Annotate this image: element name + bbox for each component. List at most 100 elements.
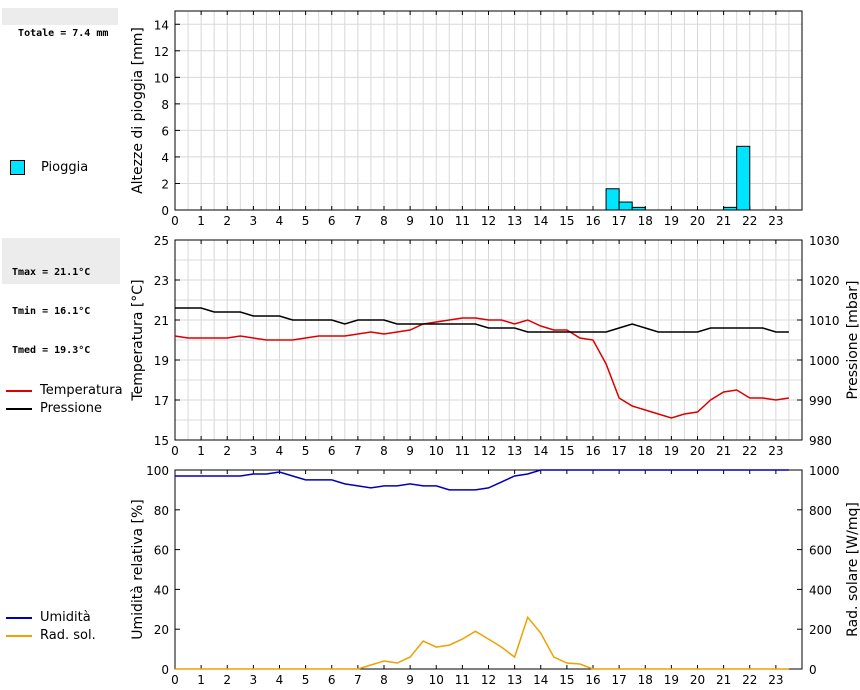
x-tick-label: 9 [406, 444, 414, 458]
x-tick-label: 23 [768, 214, 783, 228]
x-tick-label: 15 [559, 214, 574, 228]
y-tick-label: 40 [154, 583, 169, 597]
x-tick-label: 3 [250, 444, 258, 458]
legend-label-rain: Pioggia [41, 160, 89, 175]
rain-swatch [10, 160, 25, 175]
rain-bar [736, 145, 751, 211]
x-tick-label: 12 [481, 214, 496, 228]
y-tick-label: 8 [161, 98, 169, 112]
x-tick-label: 17 [611, 444, 626, 458]
x-tick-label: 2 [223, 444, 231, 458]
y-tick-label: 14 [154, 18, 169, 32]
y-tick-label: 21 [154, 314, 169, 328]
y2-tick-label: 0 [809, 663, 817, 677]
y2-tick-label: 1020 [809, 274, 840, 288]
y2-axis-label: Pressione [mbar] [845, 280, 860, 399]
tmin-value: Tmin = 16.1°C [12, 306, 91, 317]
x-tick-label: 5 [302, 444, 310, 458]
x-tick-label: 18 [638, 444, 653, 458]
x-tick-label: 11 [455, 673, 470, 687]
radiation-line [175, 615, 789, 670]
x-tick-label: 3 [250, 214, 258, 228]
legend-label-radiation: Rad. sol. [40, 628, 96, 643]
y2-tick-label: 200 [809, 623, 832, 637]
pressure-swatch [6, 407, 32, 410]
x-tick-label: 10 [429, 444, 444, 458]
tmax-value: Tmax = 21.1°C [12, 267, 91, 278]
rain-legend: Pioggia [6, 159, 88, 177]
x-tick-label: 20 [690, 214, 705, 228]
x-tick-label: 22 [742, 214, 757, 228]
total-rain-box: Totale = 7.4 mm [2, 8, 118, 39]
x-tick-label: 10 [429, 673, 444, 687]
legend-label-temperature: Temperatura [40, 383, 123, 398]
x-tick-label: 11 [455, 444, 470, 458]
x-tick-label: 13 [507, 673, 522, 687]
x-tick-label: 10 [429, 214, 444, 228]
y2-tick-label: 990 [809, 394, 832, 408]
total-rain-value: Totale = 7.4 mm [18, 28, 109, 39]
y-tick-label: 12 [154, 45, 169, 59]
y-axis-label: Altezze di pioggia [mm] [130, 27, 146, 194]
x-tick-label: 20 [690, 444, 705, 458]
y2-tick-label: 1030 [809, 234, 840, 248]
radiation-swatch [6, 634, 32, 637]
x-tick-label: 6 [328, 214, 336, 228]
legend-label-humidity: Umidità [40, 610, 91, 625]
rain-bar [605, 188, 620, 211]
temperature-legend: Temperatura Pressione [6, 382, 123, 418]
x-tick-label: 15 [559, 444, 574, 458]
y-tick-label: 25 [154, 234, 169, 248]
x-tick-label: 19 [664, 444, 679, 458]
x-tick-label: 13 [507, 214, 522, 228]
humidity-line [175, 469, 789, 491]
y-axis-label: Umidità relativa [%] [130, 499, 146, 640]
x-tick-label: 17 [611, 214, 626, 228]
x-tick-label: 18 [638, 214, 653, 228]
y-tick-label: 6 [161, 124, 169, 138]
y-tick-label: 60 [154, 544, 169, 558]
x-tick-label: 21 [716, 673, 731, 687]
y2-tick-label: 600 [809, 544, 832, 558]
humidity-swatch [6, 616, 32, 619]
y-axis-label: Temperatura [°C] [130, 279, 146, 401]
y-tick-label: 80 [154, 504, 169, 518]
rain-bar [618, 201, 633, 211]
y-tick-label: 4 [161, 151, 169, 165]
x-tick-label: 8 [380, 214, 388, 228]
x-tick-label: 11 [455, 214, 470, 228]
y-tick-label: 15 [154, 434, 169, 448]
x-tick-label: 18 [638, 673, 653, 687]
x-tick-label: 19 [664, 673, 679, 687]
x-tick-label: 15 [559, 673, 574, 687]
x-tick-label: 7 [354, 444, 362, 458]
x-tick-label: 0 [171, 673, 179, 687]
rain-bar [723, 206, 738, 211]
x-tick-label: 9 [406, 214, 414, 228]
x-tick-label: 2 [223, 214, 231, 228]
y-tick-label: 2 [161, 177, 169, 191]
x-tick-label: 7 [354, 214, 362, 228]
y2-tick-label: 980 [809, 434, 832, 448]
x-tick-label: 13 [507, 444, 522, 458]
y-tick-label: 17 [154, 394, 169, 408]
x-tick-label: 8 [380, 673, 388, 687]
x-tick-label: 8 [380, 444, 388, 458]
humidity-legend: Umidità Rad. sol. [6, 609, 96, 645]
x-tick-label: 14 [533, 444, 548, 458]
y-tick-label: 0 [161, 663, 169, 677]
x-tick-label: 1 [197, 214, 205, 228]
x-tick-label: 23 [768, 673, 783, 687]
x-tick-label: 23 [768, 444, 783, 458]
x-tick-label: 6 [328, 444, 336, 458]
y-tick-label: 0 [161, 204, 169, 218]
x-tick-label: 22 [742, 673, 757, 687]
pressure-line [175, 307, 789, 333]
y-tick-label: 20 [154, 623, 169, 637]
y2-tick-label: 1000 [809, 354, 840, 368]
y2-tick-label: 1000 [809, 464, 840, 478]
x-tick-label: 21 [716, 444, 731, 458]
tmed-value: Tmed = 19.3°C [12, 345, 91, 356]
y2-tick-label: 800 [809, 504, 832, 518]
